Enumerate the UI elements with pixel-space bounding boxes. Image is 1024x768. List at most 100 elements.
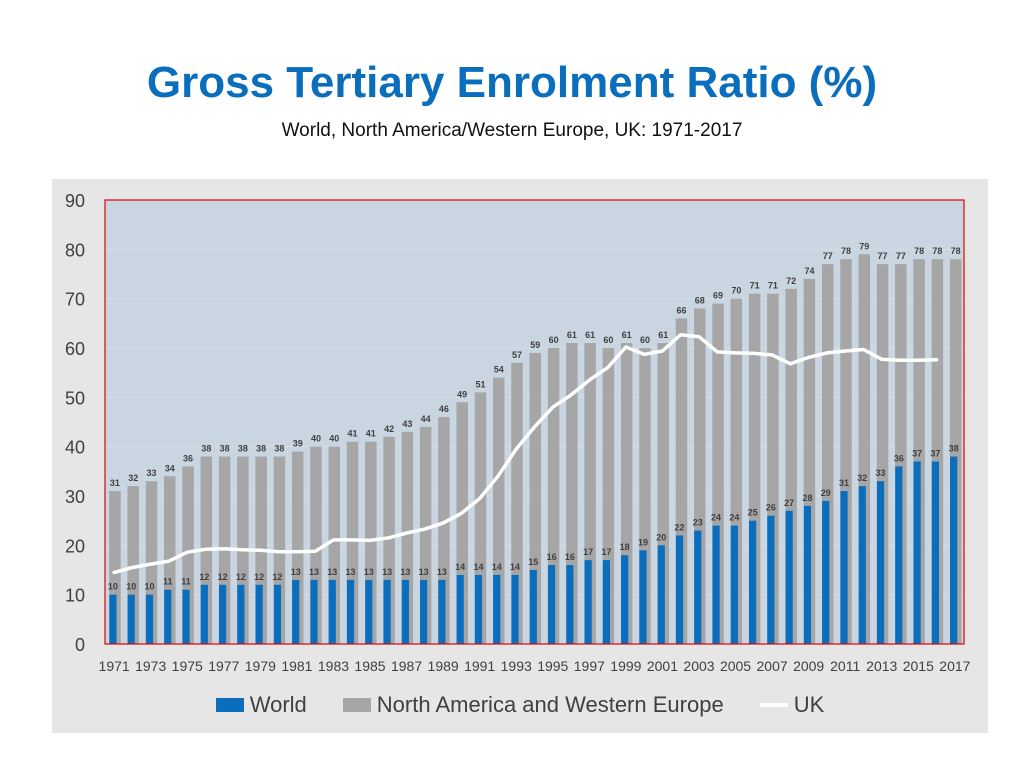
- bar-world: [547, 565, 556, 644]
- bar-world: [913, 461, 921, 644]
- x-tick-label: 1993: [501, 658, 532, 674]
- bar-world: [328, 579, 336, 644]
- data-label-world: 17: [601, 547, 611, 557]
- y-tick-label: 10: [65, 586, 85, 606]
- bar-world: [749, 520, 757, 644]
- bar-world: [218, 584, 227, 644]
- data-label-nawe: 71: [750, 281, 760, 291]
- bar-world: [383, 579, 391, 644]
- bar-nawe: [310, 446, 322, 644]
- data-label-nawe: 44: [421, 414, 431, 424]
- data-label-nawe: 61: [658, 330, 668, 340]
- x-tick-label: 1985: [354, 658, 385, 674]
- x-tick-label: 2009: [793, 658, 824, 674]
- data-label-world: 22: [675, 522, 685, 532]
- bar-nawe: [365, 441, 377, 644]
- bar-world: [876, 481, 885, 644]
- x-tick-label: 2013: [866, 658, 897, 674]
- data-label-nawe: 77: [878, 251, 888, 261]
- data-label-nawe: 60: [603, 335, 613, 345]
- data-label-world: 16: [547, 552, 557, 562]
- data-label-nawe: 60: [640, 335, 650, 345]
- data-label-nawe: 77: [823, 251, 833, 261]
- data-label-nawe: 61: [567, 330, 577, 340]
- bar-world: [127, 594, 135, 644]
- data-label-nawe: 71: [768, 281, 778, 291]
- data-label-nawe: 38: [220, 444, 230, 454]
- bar-nawe: [291, 451, 304, 644]
- data-label-world: 13: [291, 567, 301, 577]
- data-label-nawe: 39: [293, 439, 303, 449]
- bar-nawe: [712, 303, 724, 644]
- data-label-nawe: 57: [512, 350, 522, 360]
- data-label-world: 10: [126, 582, 136, 592]
- data-label-world: 32: [857, 473, 867, 483]
- data-label-world: 37: [912, 448, 922, 458]
- bar-nawe: [840, 259, 852, 644]
- data-label-nawe: 78: [932, 246, 942, 256]
- data-label-world: 15: [528, 557, 538, 567]
- data-label-nawe: 61: [622, 330, 632, 340]
- data-label-nawe: 79: [859, 241, 869, 251]
- legend-label-nawe: North America and Western Europe: [376, 692, 724, 717]
- data-label-nawe: 68: [695, 296, 705, 306]
- y-tick-label: 90: [65, 191, 85, 211]
- data-label-nawe: 54: [494, 365, 504, 375]
- bar-world: [584, 560, 592, 644]
- y-tick-label: 60: [65, 339, 85, 359]
- data-label-world: 13: [382, 567, 392, 577]
- data-label-world: 12: [236, 572, 246, 582]
- y-tick-label: 80: [65, 240, 85, 260]
- data-label-nawe: 38: [256, 444, 266, 454]
- bar-nawe: [821, 264, 834, 644]
- bar-world: [785, 510, 793, 644]
- bar-nawe: [858, 254, 871, 644]
- data-label-nawe: 38: [238, 444, 248, 454]
- bar-world: [182, 589, 190, 644]
- bar-nawe: [346, 441, 359, 644]
- data-label-nawe: 41: [366, 429, 376, 439]
- data-label-nawe: 69: [713, 291, 723, 301]
- x-tick-label: 2005: [720, 658, 751, 674]
- data-label-nawe: 78: [841, 246, 851, 256]
- data-label-world: 13: [309, 567, 319, 577]
- y-tick-label: 20: [65, 536, 85, 556]
- bar-world: [365, 579, 373, 644]
- data-label-nawe: 43: [402, 419, 412, 429]
- bar-world: [346, 579, 355, 644]
- data-label-world: 12: [218, 572, 228, 582]
- legend-swatch-world: [215, 698, 244, 712]
- data-label-world: 14: [492, 562, 502, 572]
- data-label-nawe: 42: [384, 424, 394, 434]
- data-label-world: 11: [163, 577, 173, 587]
- x-tick-label: 1983: [318, 658, 349, 674]
- data-label-nawe: 77: [896, 251, 906, 261]
- data-label-world: 27: [784, 498, 794, 508]
- bar-nawe: [620, 343, 633, 644]
- data-label-nawe: 61: [585, 330, 595, 340]
- data-label-nawe: 66: [677, 305, 687, 315]
- bar-world: [803, 505, 812, 644]
- data-label-world: 13: [419, 567, 429, 577]
- bar-nawe: [456, 402, 468, 644]
- bar-world: [621, 555, 629, 644]
- bar-world: [639, 550, 647, 644]
- bar-nawe: [127, 486, 139, 644]
- y-tick-label: 50: [65, 388, 85, 408]
- bar-nawe: [401, 431, 414, 644]
- data-label-nawe: 59: [530, 340, 540, 350]
- x-tick-label: 1999: [610, 658, 641, 674]
- data-label-world: 20: [656, 532, 666, 542]
- bar-world: [200, 584, 208, 644]
- bar-world: [273, 584, 282, 644]
- x-tick-label: 2007: [757, 658, 788, 674]
- x-tick-label: 1987: [391, 658, 422, 674]
- data-label-world: 36: [894, 453, 904, 463]
- bar-world: [950, 456, 958, 644]
- bar-world: [511, 574, 519, 644]
- bar-nawe: [730, 298, 743, 644]
- data-label-world: 23: [693, 518, 703, 528]
- data-label-nawe: 41: [348, 429, 358, 439]
- legend-item-uk: UK: [759, 692, 824, 718]
- bar-nawe: [931, 259, 944, 644]
